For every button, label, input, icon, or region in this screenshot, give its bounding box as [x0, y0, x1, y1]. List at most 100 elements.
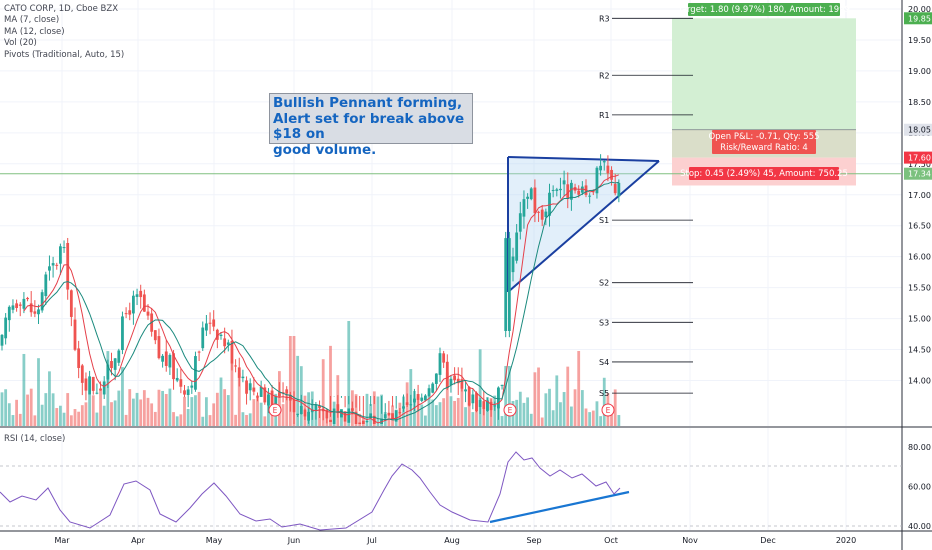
text-annotation[interactable]: Bullish Pennant forming, Alert set for b…	[269, 93, 473, 157]
candle-body	[402, 406, 405, 409]
candle-body	[507, 238, 511, 331]
time-tick-label: Jul	[366, 536, 377, 545]
volume-bar	[329, 345, 332, 426]
volume-bar	[602, 377, 606, 426]
candle-body	[537, 211, 540, 213]
candle-body	[219, 334, 223, 336]
time-tick-label: Nov	[682, 536, 698, 545]
pivot-label-r1: R1	[599, 111, 610, 120]
candle-body	[241, 376, 245, 379]
candle-body	[99, 388, 102, 391]
volume-bar	[478, 349, 482, 426]
volume-bar	[128, 389, 132, 426]
candle-body	[551, 189, 555, 191]
candle-body	[475, 392, 478, 412]
long-position-tool[interactable]: Target: 1.80 (9.97%) 180, Amount: 1999 Op…	[0, 3, 902, 186]
legend-ma7[interactable]: MA (7, close)	[4, 15, 60, 26]
price-badge-label: 19.85	[908, 14, 931, 23]
volume-bar	[354, 394, 358, 426]
volume-bar	[164, 394, 168, 426]
candle-body	[347, 408, 351, 423]
volume-bar	[142, 390, 146, 426]
volume-bar	[270, 405, 274, 426]
volume-bar	[113, 400, 117, 426]
rsi-trendline	[489, 490, 630, 524]
volume-bar	[259, 402, 263, 426]
candle-body	[124, 313, 128, 315]
volume-bar	[117, 390, 121, 426]
volume-bar	[449, 396, 453, 426]
volume-bar	[256, 395, 259, 426]
volume-bar	[212, 403, 216, 426]
candle-body	[274, 396, 278, 411]
volume-bar	[102, 405, 106, 426]
stop-label-text: Stop: 0.45 (2.49%) 45, Amount: 750.25	[680, 169, 848, 179]
candle-body	[504, 238, 508, 331]
candle-body	[194, 356, 197, 390]
price-tick-label: 19.50	[908, 36, 931, 45]
candle-body	[416, 394, 420, 400]
volume-bar	[223, 389, 227, 426]
volume-bar	[365, 393, 369, 426]
price-tick-label: 14.00	[908, 377, 931, 386]
volume-bar	[135, 392, 139, 426]
volume-bar	[183, 396, 186, 426]
candle-body	[146, 311, 150, 316]
volume-bar	[431, 399, 435, 426]
candle-body	[208, 322, 212, 324]
time-axis[interactable]: Mar Apr May Jun Jul Aug Sep Oct Nov Dec 2020	[54, 536, 856, 545]
bullish-pennant-drawing[interactable]	[507, 156, 660, 293]
volume-bar	[263, 416, 267, 426]
candle-body	[18, 304, 22, 306]
volume-bar	[610, 414, 613, 426]
time-tick-label: Jun	[287, 536, 301, 545]
candle-body	[591, 191, 595, 193]
price-badge: 18.05	[904, 123, 932, 136]
price-candles	[0, 154, 621, 424]
volume-bar	[438, 402, 442, 426]
candle-body	[420, 397, 424, 401]
price-axis[interactable]: 20.0019.5019.0018.5018.0017.5017.0016.50…	[904, 5, 932, 386]
legend-pivots[interactable]: Pivots (Traditional, Auto, 15)	[4, 49, 125, 60]
volume-bar	[518, 391, 522, 426]
annotation-line-2: Alert set for break above $18 on	[273, 110, 465, 142]
price-badge: 17.60	[904, 151, 932, 164]
pivot-levels: R3 R2 R1 S1 S2 S3 S4 S5	[599, 14, 693, 398]
candle-body	[172, 353, 175, 380]
volume-bar	[296, 355, 300, 426]
price-badge: 19.85	[904, 12, 932, 25]
pivot-label-r2: R2	[599, 71, 610, 80]
candle-body	[106, 364, 110, 380]
rsi-legend[interactable]: RSI (14, close)	[4, 434, 66, 444]
pivot-label-s3: S3	[599, 318, 609, 327]
volume-bar	[460, 389, 464, 426]
volume-bar	[59, 405, 62, 426]
volume-bars	[0, 321, 621, 426]
volume-bar	[278, 371, 281, 426]
candle-body	[358, 422, 362, 424]
volume-bar	[73, 409, 77, 426]
candle-body	[245, 380, 248, 394]
candle-body	[577, 190, 581, 195]
volume-bar	[194, 395, 197, 426]
candle-body	[303, 409, 307, 417]
price-tick-label: 19.00	[908, 67, 931, 76]
candle-body	[610, 169, 613, 180]
volume-bar	[91, 395, 95, 426]
candle-body	[113, 358, 117, 370]
pennant-upper-line	[507, 156, 660, 162]
volume-bar	[292, 336, 296, 426]
volume-bar	[248, 413, 252, 426]
volume-bar	[522, 402, 526, 426]
legend-symbol[interactable]: CATO CORP, 1D, Cboe BZX	[4, 4, 119, 14]
candle-body	[540, 209, 544, 220]
pivot-label-s2: S2	[599, 279, 609, 288]
legend-ma12[interactable]: MA (12, close)	[4, 26, 65, 37]
legend-volume[interactable]: Vol (20)	[4, 38, 37, 49]
price-badge-bg	[904, 151, 932, 164]
candle-body	[69, 290, 73, 317]
volume-bar	[321, 359, 325, 426]
candle-body	[467, 387, 471, 406]
